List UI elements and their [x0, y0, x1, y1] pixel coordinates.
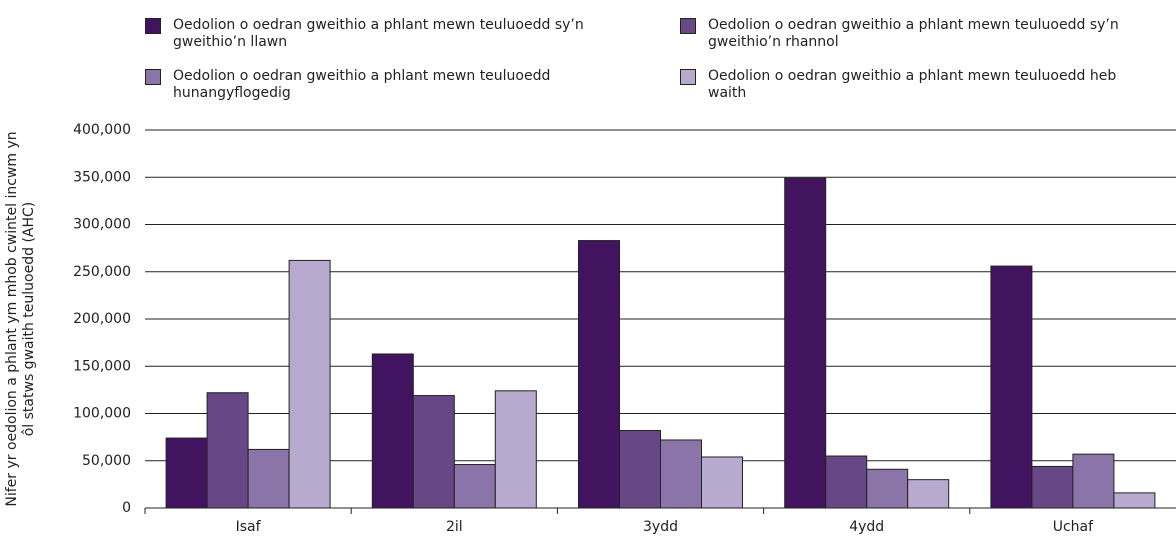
bar: [660, 439, 702, 509]
legend-label: Oedolion o oedran gweithio a phlant mewn…: [708, 68, 1117, 101]
bar: [701, 456, 743, 509]
bar: [907, 479, 950, 509]
y-tick-label: 400,000: [73, 122, 131, 138]
bar: [288, 259, 331, 509]
y-tick-label: 200,000: [73, 311, 131, 327]
x-tick-label: Uchaf: [1053, 519, 1094, 535]
x-tick-label: 2il: [446, 519, 463, 535]
bar: [866, 468, 909, 509]
legend-item: Oedolion o oedran gweithio a phlant mewn…: [145, 17, 625, 51]
bar: [206, 392, 249, 509]
legend-swatch: [145, 18, 161, 34]
bar: [619, 430, 661, 509]
bar: [165, 437, 208, 509]
bar: [784, 177, 827, 509]
legend-swatch: [145, 69, 161, 85]
bar: [412, 395, 455, 509]
bar: [825, 455, 868, 509]
legend-label: Oedolion o oedran gweithio a phlant mewn…: [173, 68, 551, 101]
bar: [990, 265, 1033, 509]
bar: [1113, 492, 1156, 509]
y-tick-label: 50,000: [82, 453, 131, 469]
y-tick-label: 250,000: [73, 264, 131, 280]
legend-label: Oedolion o oedran gweithio a phlant mewn…: [173, 17, 584, 50]
legend-item: Oedolion o oedran gweithio a phlant mewn…: [680, 17, 1160, 51]
legend-item: Oedolion o oedran gweithio a phlant mewn…: [680, 68, 1160, 102]
legend-swatch: [680, 18, 696, 34]
bar: [1031, 465, 1074, 509]
legend-swatch: [680, 69, 696, 85]
bar: [1072, 453, 1115, 509]
x-tick-label: 3ydd: [643, 519, 678, 535]
bar: [453, 464, 496, 509]
legend-item: Oedolion o oedran gweithio a phlant mewn…: [145, 68, 625, 102]
x-tick-label: Isaf: [236, 519, 262, 535]
y-tick-label: 0: [122, 500, 131, 516]
bar: [247, 448, 290, 509]
bar: [578, 240, 620, 509]
x-tick-label: 4ydd: [849, 519, 884, 535]
y-tick-label: 300,000: [73, 217, 131, 233]
y-tick-label: 350,000: [73, 169, 131, 185]
legend-label: Oedolion o oedran gweithio a phlant mewn…: [708, 17, 1119, 50]
bar: [371, 353, 414, 509]
y-tick-label: 150,000: [73, 358, 131, 374]
bar: [494, 390, 537, 509]
y-tick-label: 100,000: [73, 406, 131, 422]
